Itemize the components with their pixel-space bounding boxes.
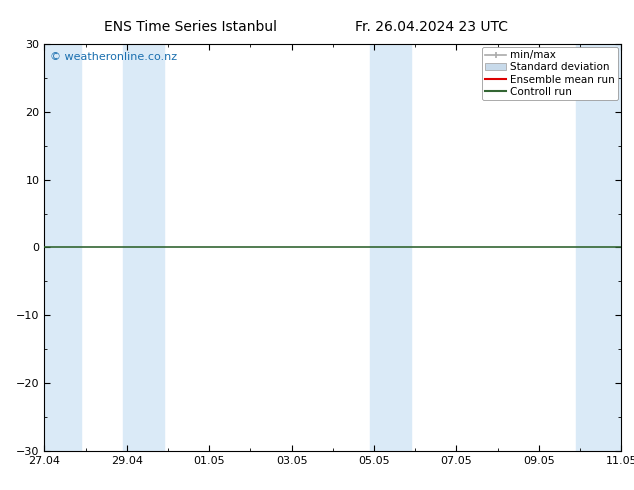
Bar (370, 44, 411, 451)
Text: © weatheronline.co.nz: © weatheronline.co.nz (50, 52, 178, 62)
Text: ENS Time Series Istanbul: ENS Time Series Istanbul (104, 20, 276, 34)
Legend: min/max, Standard deviation, Ensemble mean run, Controll run: min/max, Standard deviation, Ensemble me… (482, 47, 618, 100)
Text: Fr. 26.04.2024 23 UTC: Fr. 26.04.2024 23 UTC (354, 20, 508, 34)
Bar (44, 44, 81, 451)
Bar (122, 44, 164, 451)
Bar (576, 44, 621, 451)
